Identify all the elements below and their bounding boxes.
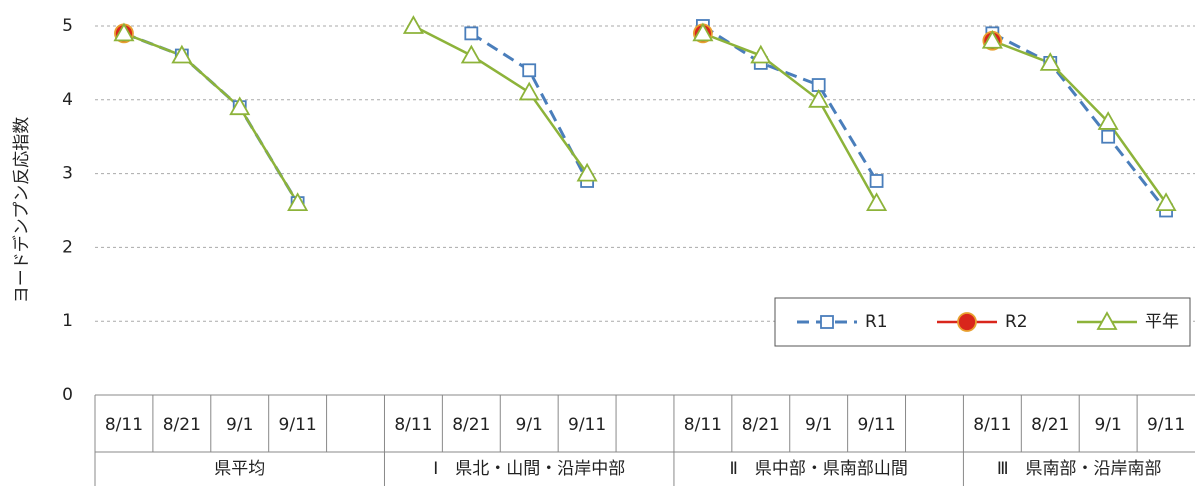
marker — [229, 96, 251, 116]
x-tick-label: 8/21 — [742, 415, 780, 435]
x-tick-label: 9/1 — [1094, 415, 1121, 435]
x-tick-label: 8/11 — [105, 415, 143, 435]
marker — [1101, 129, 1116, 144]
y-tick-label: 1 — [62, 311, 73, 331]
y-tick-label: 0 — [62, 385, 73, 405]
legend-marker — [820, 315, 834, 329]
x-tick-label: 9/11 — [857, 415, 895, 435]
marker — [402, 15, 424, 34]
x-tick-label: 8/21 — [452, 415, 490, 435]
x-tick-label: 8/11 — [394, 415, 432, 435]
group-label: Ⅲ 県南部・沿岸南部 — [997, 459, 1162, 479]
legend-marker — [957, 312, 977, 332]
marker — [692, 22, 714, 42]
marker — [750, 44, 772, 64]
x-tick-label: 9/1 — [805, 415, 832, 435]
marker — [464, 26, 479, 41]
marker — [866, 192, 888, 212]
group-label: Ⅰ 県北・山間・沿岸中部 — [433, 459, 625, 479]
marker — [287, 192, 309, 212]
y-tick-label: 2 — [62, 237, 73, 257]
y-axis-label: ヨードデンプン反応指数 — [11, 117, 32, 304]
marker — [113, 22, 135, 42]
series-line — [123, 24, 1168, 204]
marker — [522, 63, 537, 78]
group-label: Ⅱ 県中部・県南部山間 — [729, 459, 907, 479]
legend-label: 平年 — [1145, 312, 1179, 332]
legend-marker — [1096, 311, 1118, 330]
marker — [460, 44, 482, 64]
marker — [808, 88, 830, 108]
legend-label: R2 — [1005, 312, 1028, 332]
y-tick-label: 5 — [62, 16, 73, 36]
x-tick-label: 9/11 — [279, 415, 317, 435]
x-tick-label: 9/1 — [516, 415, 543, 435]
marker — [1039, 52, 1061, 71]
marker — [981, 29, 1003, 49]
legend-label: R1 — [865, 312, 888, 332]
marker — [576, 162, 598, 182]
x-tick-label: 8/11 — [973, 415, 1011, 435]
x-tick-label: 9/11 — [1147, 415, 1185, 435]
group-label: 県平均 — [214, 459, 265, 479]
marker — [869, 174, 884, 188]
marker — [1097, 111, 1119, 130]
marker — [171, 44, 193, 64]
y-tick-label: 3 — [62, 164, 73, 184]
series-line — [123, 24, 1168, 212]
x-tick-label: 9/11 — [568, 415, 606, 435]
x-tick-label: 8/21 — [163, 415, 201, 435]
x-tick-label: 8/21 — [1031, 415, 1069, 435]
marker — [518, 81, 540, 101]
y-tick-label: 4 — [62, 90, 73, 110]
x-tick-label: 9/1 — [226, 415, 253, 435]
x-tick-label: 8/11 — [684, 415, 722, 435]
marker — [1155, 192, 1177, 212]
